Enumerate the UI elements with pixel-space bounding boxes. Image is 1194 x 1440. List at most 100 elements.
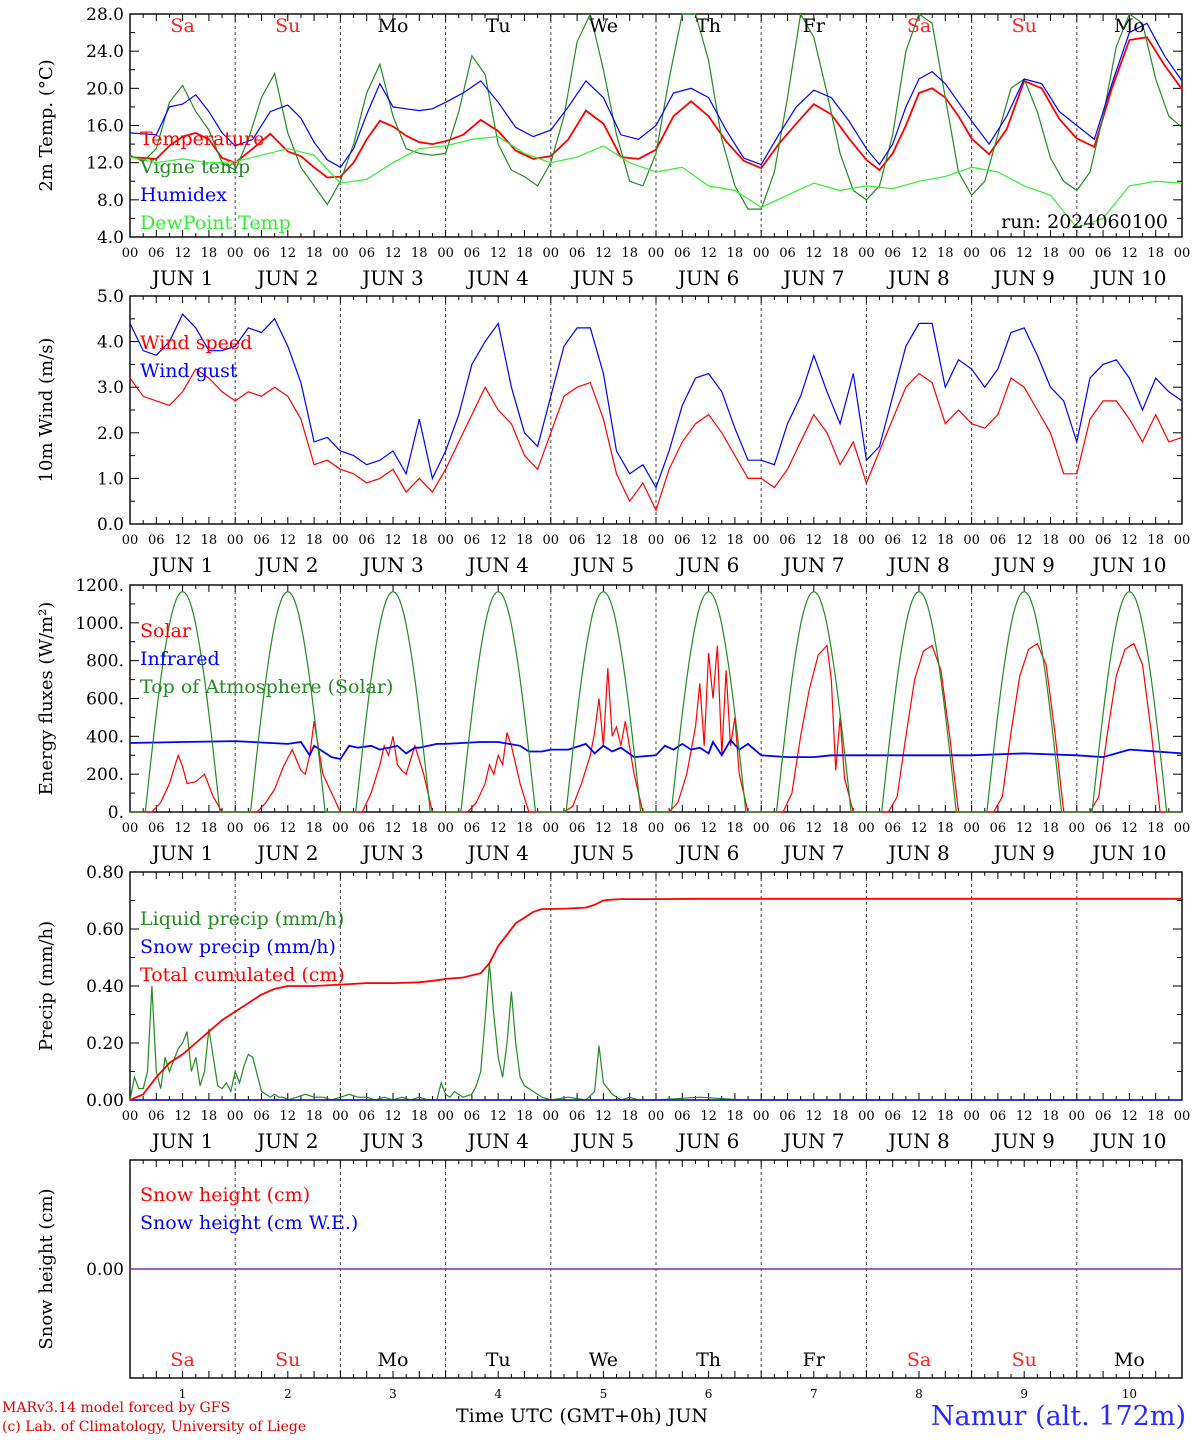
hour-tick-label: 18 bbox=[411, 821, 428, 836]
date-label: JUN 10 bbox=[1090, 553, 1166, 577]
hour-tick-label: 18 bbox=[1042, 246, 1059, 261]
hour-tick-label: 12 bbox=[1121, 533, 1138, 548]
panel-energy: Energy fluxes (W/m²) bbox=[36, 584, 1183, 813]
hour-tick-label: 06 bbox=[358, 821, 375, 836]
hour-tick-label: 12 bbox=[1016, 1109, 1033, 1124]
hour-tick-label: 18 bbox=[516, 246, 533, 261]
legend-entry: Wind speed bbox=[140, 332, 252, 354]
hour-tick-label: 00 bbox=[1069, 1109, 1086, 1124]
date-label: JUN 10 bbox=[1090, 266, 1166, 290]
hour-tick-label: 00 bbox=[1174, 821, 1191, 836]
hour-tick-label: 12 bbox=[595, 533, 612, 548]
date-label: JUN 9 bbox=[991, 1129, 1054, 1153]
hour-tick-label: 12 bbox=[280, 533, 297, 548]
y-tick-label: 0.20 bbox=[86, 1034, 124, 1054]
hour-tick-label: 18 bbox=[201, 821, 218, 836]
date-label: JUN 4 bbox=[465, 1129, 528, 1153]
y-axis-label: 10m Wind (m/s) bbox=[36, 338, 57, 483]
hour-tick-label: 00 bbox=[753, 533, 770, 548]
hour-tick-label: 18 bbox=[727, 1109, 744, 1124]
hour-tick-label: 06 bbox=[990, 1109, 1007, 1124]
panel-wind: 10m Wind (m/s) bbox=[36, 295, 1183, 525]
date-label: JUN 3 bbox=[360, 553, 423, 577]
date-label: JUN 3 bbox=[360, 266, 423, 290]
hour-tick-label: 00 bbox=[332, 246, 349, 261]
y-tick-label: 20.0 bbox=[86, 79, 124, 99]
hour-tick-label: 00 bbox=[437, 821, 454, 836]
hour-tick-label: 12 bbox=[911, 246, 928, 261]
hour-tick-label: 18 bbox=[832, 1109, 849, 1124]
day-number-label: 6 bbox=[705, 1387, 713, 1401]
panel-temperature: 2m Temp. (°C) bbox=[36, 12, 1183, 238]
hour-tick-label: 06 bbox=[569, 533, 586, 548]
hour-tick-label: 00 bbox=[122, 533, 139, 548]
y-axis-label: Energy fluxes (W/m²) bbox=[36, 602, 57, 796]
date-label: JUN 7 bbox=[781, 553, 844, 577]
y-tick-label: 28.0 bbox=[86, 5, 124, 25]
series-line-top-of-atmosphere-solar- bbox=[130, 590, 1182, 813]
series-line-temperature bbox=[129, 36, 1183, 179]
hour-tick-label: 00 bbox=[753, 821, 770, 836]
hour-tick-label: 12 bbox=[806, 533, 823, 548]
legend-entry: Infrared bbox=[140, 648, 220, 670]
hour-tick-label: 06 bbox=[674, 821, 691, 836]
hour-tick-label: 06 bbox=[569, 246, 586, 261]
hour-tick-label: 06 bbox=[253, 821, 270, 836]
hour-tick-label: 00 bbox=[648, 821, 665, 836]
day-number-label: 5 bbox=[600, 1387, 608, 1401]
hour-tick-label: 12 bbox=[1016, 821, 1033, 836]
date-label: JUN 1 bbox=[150, 841, 213, 865]
hour-tick-label: 18 bbox=[832, 533, 849, 548]
y-tick-label: 0.40 bbox=[86, 977, 124, 997]
hour-tick-label: 18 bbox=[937, 246, 954, 261]
y-tick-label: 2.0 bbox=[97, 424, 124, 444]
hour-tick-label: 18 bbox=[516, 533, 533, 548]
hour-tick-label: 12 bbox=[385, 246, 402, 261]
weekday-label: Sa bbox=[907, 1349, 931, 1371]
hour-tick-label: 00 bbox=[122, 821, 139, 836]
hour-tick-label: 18 bbox=[411, 246, 428, 261]
date-label: JUN 4 bbox=[465, 266, 528, 290]
legend-entry: Humidex bbox=[140, 184, 227, 206]
weekday-label: Sa bbox=[170, 15, 194, 37]
hour-tick-label: 12 bbox=[490, 1109, 507, 1124]
hour-tick-label: 12 bbox=[806, 1109, 823, 1124]
y-tick-label: 600. bbox=[86, 690, 124, 710]
legend-entry: Snow precip (mm/h) bbox=[140, 936, 336, 958]
y-tick-label: 0.00 bbox=[86, 1091, 124, 1111]
legend-entry: Solar bbox=[140, 620, 192, 642]
hour-tick-label: 00 bbox=[963, 246, 980, 261]
hour-tick-label: 00 bbox=[227, 533, 244, 548]
hour-tick-label: 18 bbox=[306, 246, 323, 261]
hour-tick-label: 12 bbox=[490, 246, 507, 261]
weekday-label: Fr bbox=[803, 15, 826, 37]
hour-tick-label: 12 bbox=[1121, 246, 1138, 261]
x-axis-title: Time UTC (GMT+0h) JUN bbox=[456, 1405, 708, 1427]
hour-tick-label: 00 bbox=[963, 821, 980, 836]
weekday-label: Th bbox=[696, 1349, 721, 1371]
legend-entry: Snow height (cm W.E.) bbox=[140, 1212, 358, 1234]
date-label: JUN 5 bbox=[571, 1129, 634, 1153]
hour-tick-label: 00 bbox=[1069, 246, 1086, 261]
y-tick-label: 400. bbox=[86, 727, 124, 747]
y-tick-label: 0. bbox=[108, 803, 124, 823]
y-tick-label: 4.0 bbox=[97, 228, 124, 248]
y-tick-label: 0.60 bbox=[86, 920, 124, 940]
hour-tick-label: 12 bbox=[595, 246, 612, 261]
hour-tick-label: 06 bbox=[990, 246, 1007, 261]
hour-tick-label: 18 bbox=[832, 821, 849, 836]
day-number-label: 9 bbox=[1020, 1387, 1028, 1401]
hour-tick-label: 18 bbox=[1147, 533, 1164, 548]
date-label: JUN 7 bbox=[781, 266, 844, 290]
hour-tick-label: 00 bbox=[648, 533, 665, 548]
hour-tick-label: 00 bbox=[437, 1109, 454, 1124]
y-tick-label: 0.0 bbox=[97, 515, 124, 535]
hour-tick-label: 18 bbox=[411, 1109, 428, 1124]
hour-tick-label: 00 bbox=[1069, 821, 1086, 836]
hour-tick-label: 06 bbox=[674, 1109, 691, 1124]
station-name: Namur (alt. 172m) bbox=[930, 1401, 1186, 1432]
weekday-label: Su bbox=[275, 15, 300, 37]
hour-tick-label: 00 bbox=[543, 821, 560, 836]
hour-tick-label: 00 bbox=[1174, 533, 1191, 548]
hour-tick-label: 00 bbox=[648, 246, 665, 261]
